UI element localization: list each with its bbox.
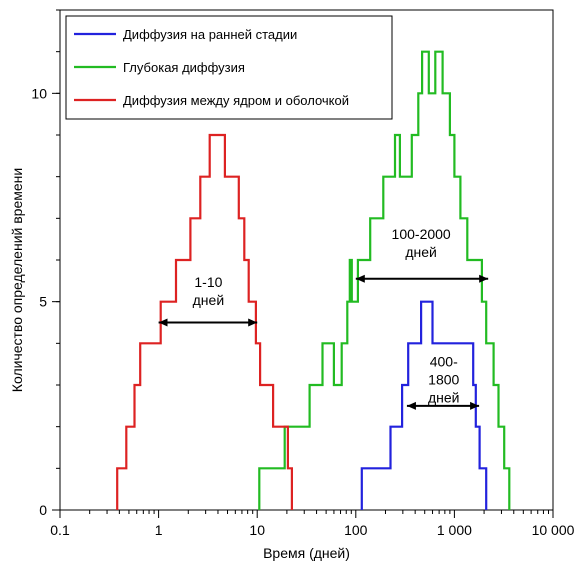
x-axis: 0.1 1 10 100 1 000 10 000: [50, 510, 575, 538]
x-axis-title: Время (дней): [263, 545, 350, 561]
annotation-text-line: 400-: [430, 353, 458, 369]
x-tick-label: 10: [249, 522, 265, 538]
annotation-text-line: 1-10: [194, 274, 222, 290]
annotation-3: 400- 1800 дней: [406, 353, 480, 410]
x-tick-label: 0.1: [50, 522, 70, 538]
legend-label-1: Диффузия на ранней стадии: [123, 27, 297, 42]
y-axis: 0 5 10: [31, 9, 60, 518]
annotation-1: 1-10 дней: [158, 274, 258, 327]
annotation-text-line: 1800: [428, 371, 459, 387]
legend-label-2: Глубокая диффузия: [123, 60, 245, 75]
y-tick-label: 10: [31, 85, 47, 101]
annotation-text-line: дней: [405, 244, 437, 260]
legend-box: [65, 15, 393, 120]
y-axis-title: Количество определений времени: [9, 168, 25, 392]
y-tick-label: 0: [39, 502, 47, 518]
series-line-3: [116, 133, 293, 510]
x-tick-label: 10 000: [532, 522, 575, 538]
y-tick-label: 5: [39, 294, 47, 310]
x-tick-label: 1 000: [437, 522, 472, 538]
annotation-text-line: дней: [193, 292, 225, 308]
annotation-2: 100-2000 дней: [355, 226, 489, 283]
annotation-text-line: 100-2000: [392, 226, 451, 242]
legend: Диффузия на ранней стадии Глубокая диффуз…: [65, 15, 393, 120]
x-tick-label: 100: [344, 522, 368, 538]
annotation-text-line: дней: [428, 389, 460, 405]
series-line-2: [258, 50, 511, 510]
legend-label-3: Диффузия между ядром и оболочкой: [123, 93, 349, 108]
series-line-1: [360, 300, 488, 510]
x-tick-label: 1: [155, 522, 163, 538]
